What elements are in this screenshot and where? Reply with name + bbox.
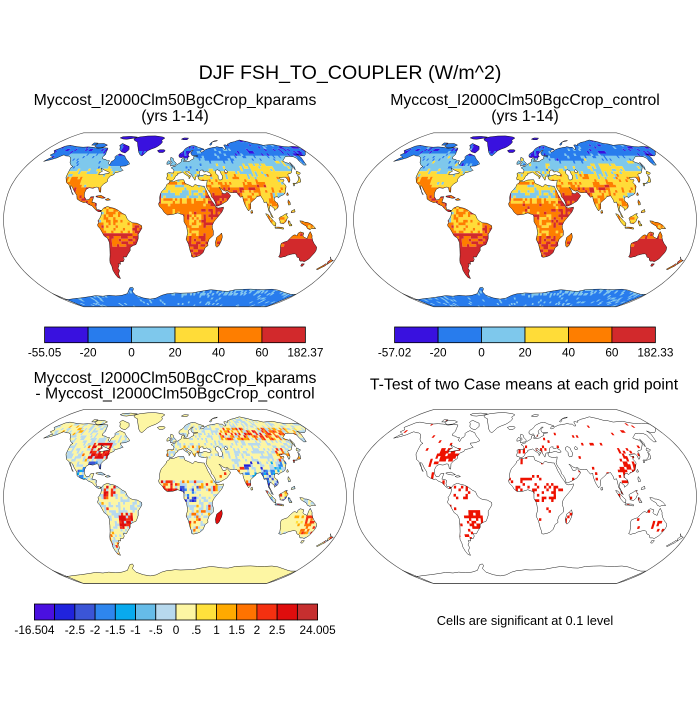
svg-text:-2: -2 — [90, 623, 101, 637]
svg-text:0: 0 — [478, 346, 485, 360]
svg-text:2: 2 — [254, 623, 261, 637]
svg-text:40: 40 — [212, 346, 226, 360]
svg-text:182.37: 182.37 — [287, 346, 323, 360]
svg-text:-1.5: -1.5 — [105, 623, 126, 637]
svg-text:Myccost_I2000Clm50BgcCrop_kpar: Myccost_I2000Clm50BgcCrop_kparams — [34, 92, 317, 109]
svg-text:Myccost_I2000Clm50BgcCrop_kpar: Myccost_I2000Clm50BgcCrop_kparams — [34, 370, 317, 387]
svg-text:-57.02: -57.02 — [378, 346, 411, 360]
svg-text:1: 1 — [213, 623, 220, 637]
svg-text:-1: -1 — [130, 623, 141, 637]
svg-text:-2.5: -2.5 — [65, 623, 86, 637]
svg-text:0: 0 — [173, 623, 180, 637]
svg-text:20: 20 — [168, 346, 182, 360]
svg-text:-20: -20 — [430, 346, 447, 360]
svg-text:- Myccost_I2000Clm50BgcCrop_co: - Myccost_I2000Clm50BgcCrop_control — [35, 386, 314, 403]
svg-text:20: 20 — [518, 346, 532, 360]
svg-text:0: 0 — [128, 346, 135, 360]
svg-text:Cells are significant at 0.1 l: Cells are significant at 0.1 level — [437, 613, 613, 628]
svg-text:.5: .5 — [191, 623, 201, 637]
svg-text:DJF FSH_TO_COUPLER (W/m^2): DJF FSH_TO_COUPLER (W/m^2) — [199, 62, 502, 84]
svg-text:182.33: 182.33 — [637, 346, 674, 360]
svg-text:2.5: 2.5 — [269, 623, 286, 637]
svg-text:(yrs 1-14): (yrs 1-14) — [491, 108, 559, 125]
svg-text:40: 40 — [562, 346, 576, 360]
svg-text:-55.05: -55.05 — [28, 346, 62, 360]
svg-text:-.5: -.5 — [149, 623, 163, 637]
svg-text:-16.504: -16.504 — [14, 623, 54, 637]
svg-text:(yrs 1-14): (yrs 1-14) — [141, 108, 209, 125]
svg-text:60: 60 — [605, 346, 619, 360]
svg-text:-20: -20 — [80, 346, 97, 360]
svg-text:T-Test of two Case means at ea: T-Test of two Case means at each grid po… — [370, 377, 679, 394]
svg-text:1.5: 1.5 — [228, 623, 245, 637]
svg-text:24.005: 24.005 — [300, 623, 337, 637]
svg-text:60: 60 — [255, 346, 269, 360]
svg-text:Myccost_I2000Clm50BgcCrop_cont: Myccost_I2000Clm50BgcCrop_control — [390, 92, 660, 109]
